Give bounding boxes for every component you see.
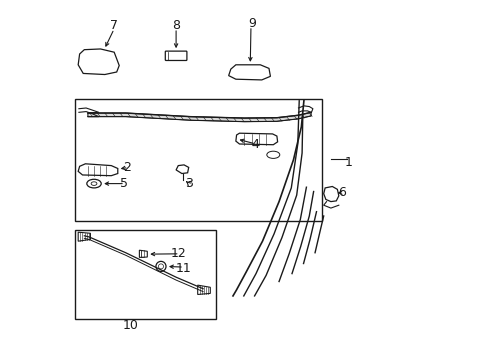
Ellipse shape <box>91 182 97 185</box>
Text: 7: 7 <box>110 19 118 32</box>
Text: 12: 12 <box>171 247 186 260</box>
Text: 6: 6 <box>337 186 345 199</box>
Ellipse shape <box>87 179 101 188</box>
Circle shape <box>158 264 163 269</box>
Text: 11: 11 <box>175 262 191 275</box>
Text: 5: 5 <box>120 177 128 190</box>
Text: 2: 2 <box>123 161 131 174</box>
Text: 3: 3 <box>184 177 192 190</box>
Polygon shape <box>228 65 270 80</box>
Polygon shape <box>323 186 338 202</box>
Ellipse shape <box>266 151 279 158</box>
Text: 9: 9 <box>247 17 255 30</box>
Polygon shape <box>88 112 310 122</box>
Text: 10: 10 <box>123 319 139 332</box>
Polygon shape <box>235 133 277 145</box>
Polygon shape <box>197 285 210 294</box>
Polygon shape <box>78 49 119 75</box>
Bar <box>75 99 321 221</box>
Polygon shape <box>78 232 90 241</box>
Text: 8: 8 <box>172 19 180 32</box>
Circle shape <box>156 261 166 271</box>
Polygon shape <box>78 164 118 176</box>
Text: 1: 1 <box>344 156 352 169</box>
Polygon shape <box>176 165 188 174</box>
FancyBboxPatch shape <box>165 51 186 60</box>
Text: 4: 4 <box>251 138 259 150</box>
Bar <box>75 230 215 319</box>
Polygon shape <box>139 250 147 257</box>
